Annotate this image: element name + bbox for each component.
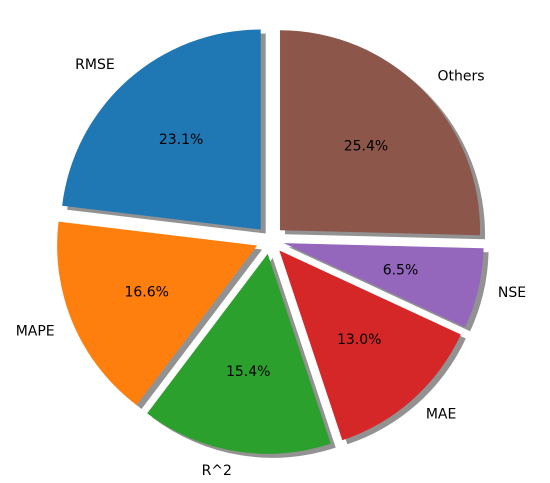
pct-label-mape: 16.6% xyxy=(124,284,168,300)
pct-label-rmse: 23.1% xyxy=(159,132,203,148)
pct-label-nse: 6.5% xyxy=(383,262,419,278)
slice-rmse xyxy=(62,29,261,230)
category-label-nse: NSE xyxy=(498,285,526,301)
pct-label-others: 25.4% xyxy=(344,138,388,154)
category-label-rmse: RMSE xyxy=(75,57,115,73)
slice-others xyxy=(280,30,481,236)
slices xyxy=(57,29,484,454)
pct-label-mae: 13.0% xyxy=(337,332,381,348)
slice-mape xyxy=(57,221,258,406)
slice-r-2 xyxy=(147,253,331,454)
category-label-mae: MAE xyxy=(426,407,457,423)
pct-label-r-2: 15.4% xyxy=(226,364,270,380)
category-label-r-2: R^2 xyxy=(202,463,232,479)
labels: 23.1% RMSE 16.6% MAPE 15.4% R^2 13.0% MAE 6.5% NS… xyxy=(16,57,526,479)
category-label-others: Others xyxy=(438,69,485,85)
slice-nse xyxy=(283,243,484,328)
category-label-mape: MAPE xyxy=(16,324,55,340)
slice-mae xyxy=(279,250,461,441)
